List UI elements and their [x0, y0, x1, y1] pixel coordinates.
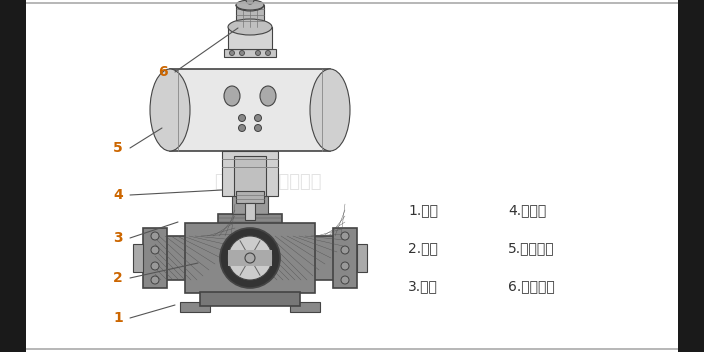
Bar	[236, 191, 264, 203]
Bar	[265, 236, 345, 280]
Ellipse shape	[310, 69, 350, 151]
Bar	[170, 69, 330, 151]
Ellipse shape	[150, 69, 190, 151]
Circle shape	[151, 246, 159, 254]
Bar	[143, 228, 167, 288]
Circle shape	[151, 262, 159, 270]
Bar	[218, 214, 282, 249]
Text: 5.执行机构: 5.执行机构	[508, 241, 555, 255]
Ellipse shape	[228, 19, 272, 35]
Circle shape	[245, 253, 255, 263]
Text: 6: 6	[158, 65, 168, 79]
Bar	[200, 292, 300, 306]
Circle shape	[255, 114, 261, 121]
Text: 6.控制附件: 6.控制附件	[508, 279, 555, 293]
Circle shape	[255, 125, 261, 132]
Text: 5: 5	[113, 141, 123, 155]
Circle shape	[341, 232, 349, 240]
Ellipse shape	[236, 0, 264, 10]
Bar	[245, 203, 255, 220]
Text: 4.连接轴: 4.连接轴	[508, 203, 546, 217]
Circle shape	[341, 246, 349, 254]
Text: 3: 3	[113, 231, 122, 245]
Text: 2: 2	[113, 271, 123, 285]
Circle shape	[220, 228, 280, 288]
Bar	[180, 302, 210, 312]
Bar	[290, 302, 320, 312]
Bar	[155, 236, 235, 280]
Bar	[185, 223, 315, 293]
Circle shape	[341, 262, 349, 270]
Bar	[236, 5, 264, 27]
Bar	[228, 250, 272, 266]
Bar	[357, 244, 367, 272]
Circle shape	[239, 125, 246, 132]
Circle shape	[246, 0, 254, 4]
Text: 1.阀体: 1.阀体	[408, 203, 438, 217]
Circle shape	[151, 232, 159, 240]
Circle shape	[265, 50, 270, 56]
Circle shape	[341, 276, 349, 284]
Text: 3.支架: 3.支架	[408, 279, 438, 293]
Bar	[228, 27, 272, 49]
Text: 2.阀芯: 2.阀芯	[408, 241, 438, 255]
Bar	[0, 0, 26, 352]
Bar	[333, 228, 357, 288]
Text: 4: 4	[113, 188, 123, 202]
Text: 智鹏阀门集团有限公司: 智鹏阀门集团有限公司	[214, 173, 322, 191]
Circle shape	[228, 236, 272, 280]
Bar	[224, 49, 276, 57]
Ellipse shape	[260, 86, 276, 106]
Circle shape	[256, 50, 260, 56]
Bar	[222, 151, 278, 196]
Circle shape	[239, 114, 246, 121]
Bar	[234, 156, 266, 196]
Ellipse shape	[224, 86, 240, 106]
Bar	[232, 196, 268, 214]
Text: 1: 1	[113, 311, 123, 325]
Circle shape	[230, 50, 234, 56]
Bar	[678, 0, 704, 352]
Circle shape	[239, 50, 244, 56]
Bar	[133, 244, 143, 272]
Circle shape	[151, 276, 159, 284]
